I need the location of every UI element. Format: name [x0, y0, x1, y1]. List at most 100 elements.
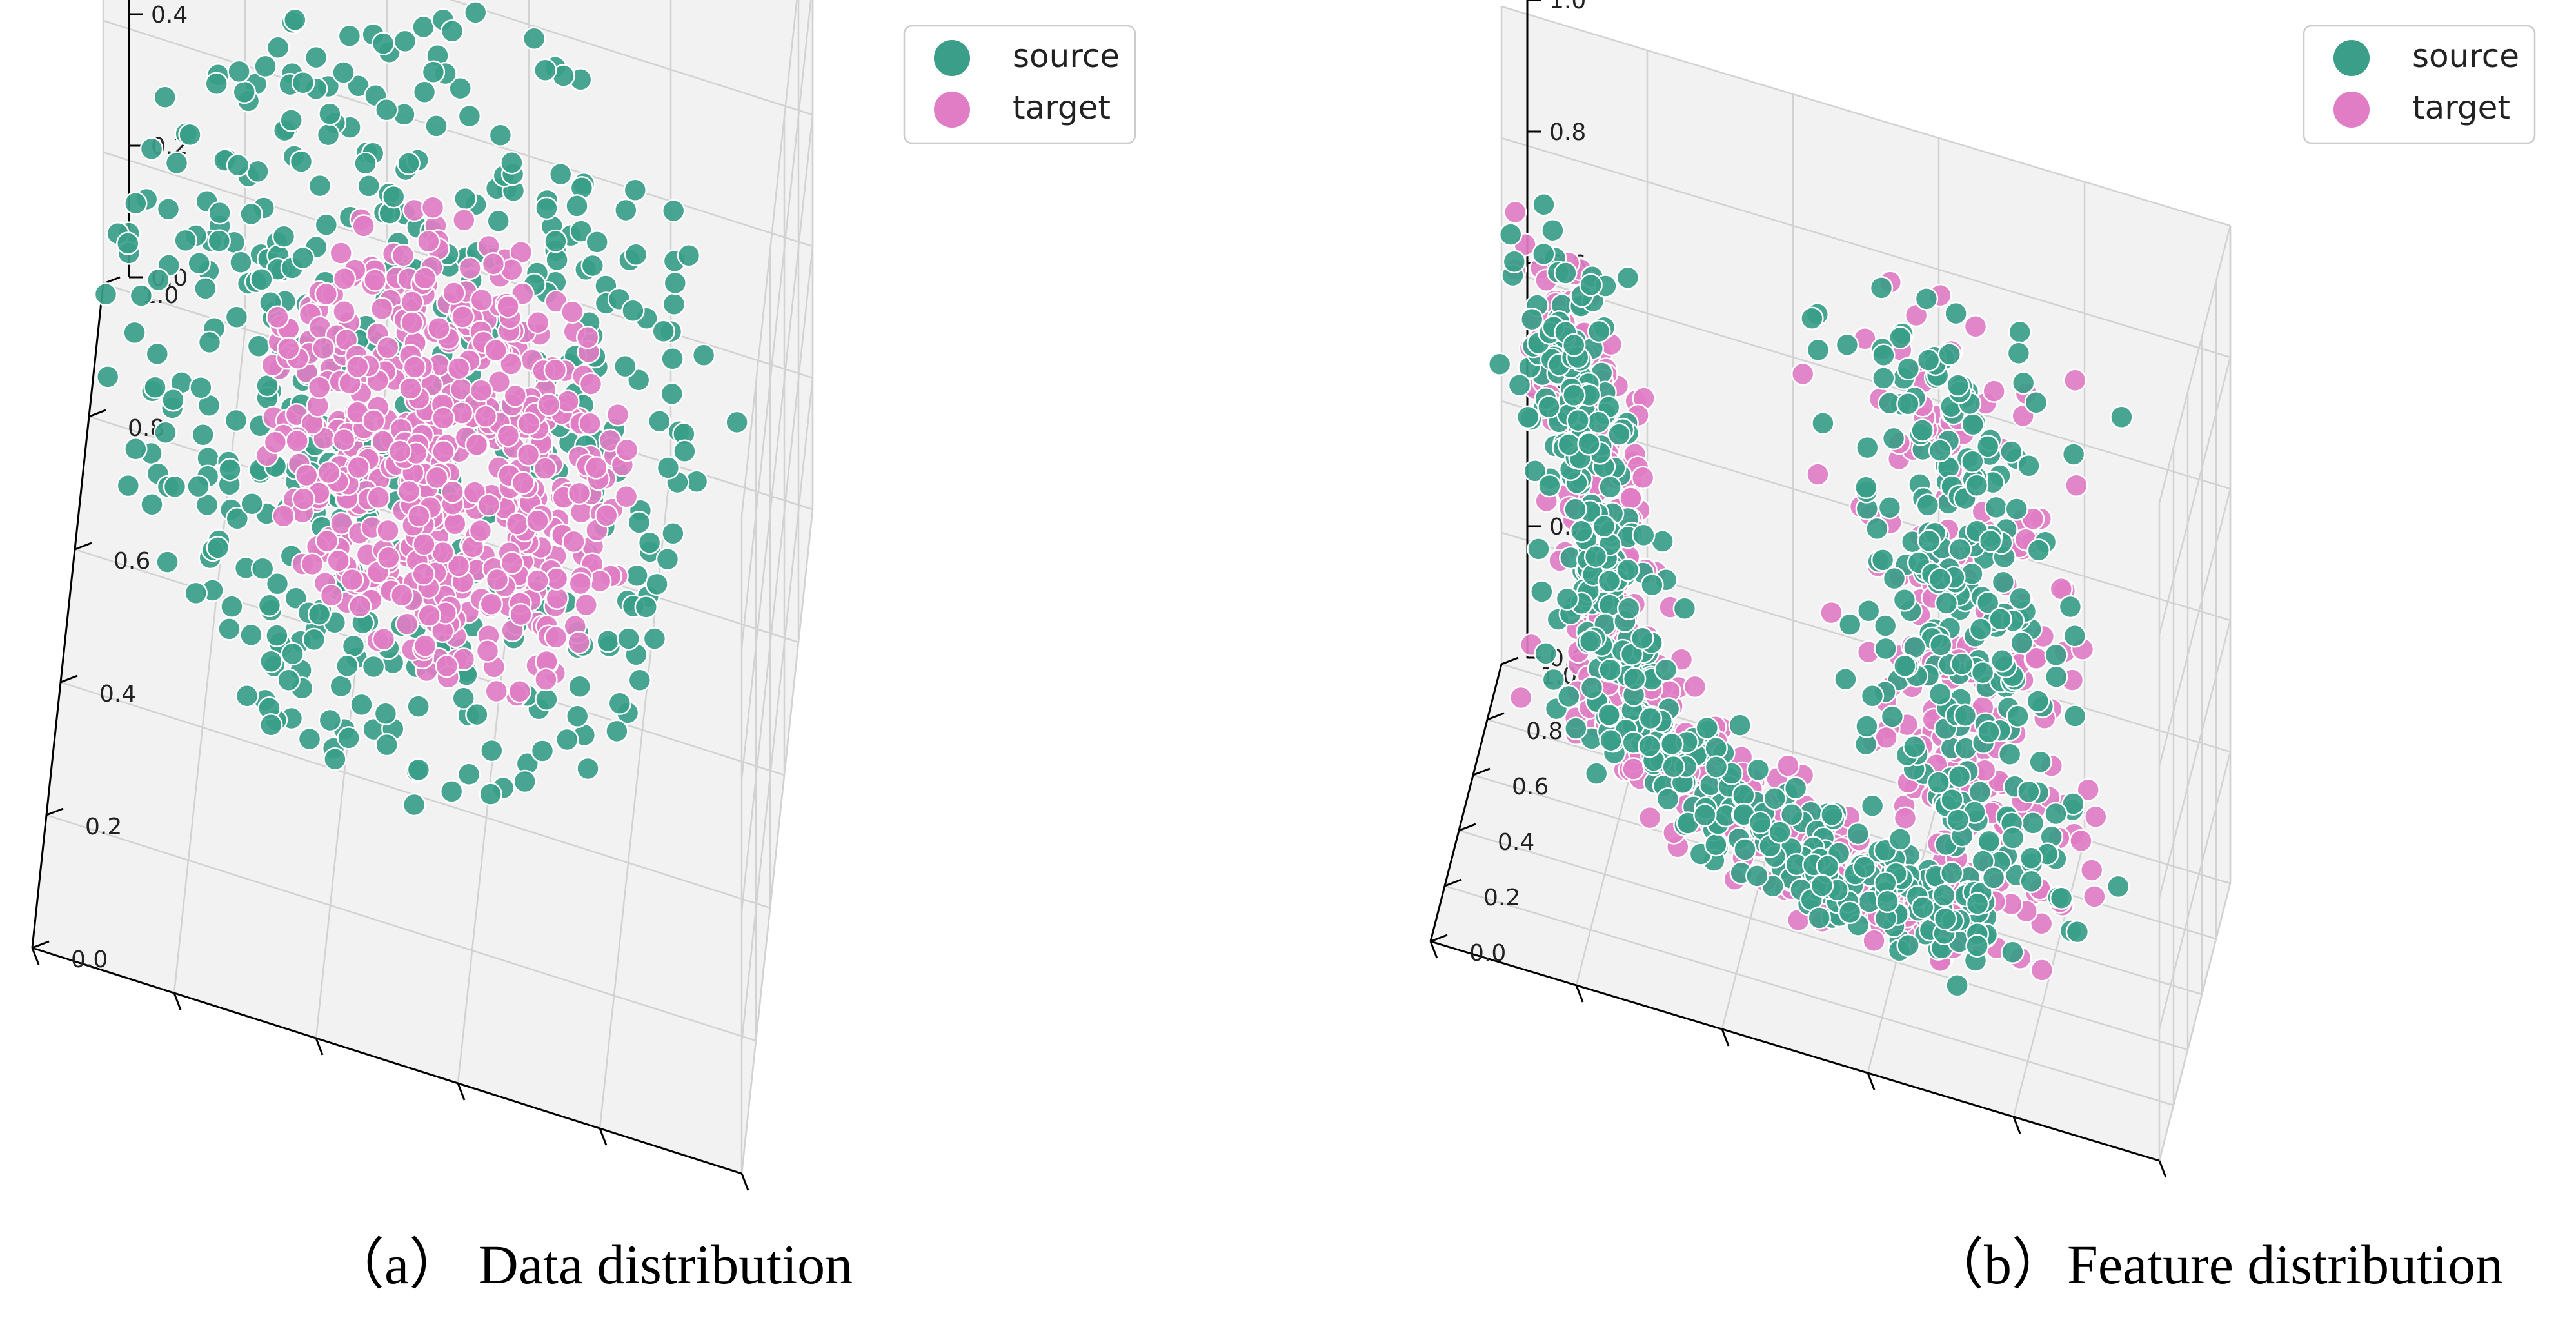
x-axis-line	[32, 947, 742, 1175]
x-tick-mark	[1867, 1072, 1876, 1090]
scatter-point-target	[575, 325, 600, 349]
scatter-point-source	[624, 242, 648, 266]
y-tick-label: 0.0	[71, 947, 108, 973]
scatter-point-target	[458, 256, 482, 280]
scatter-point-source	[580, 253, 605, 278]
scatter-point-source	[1873, 614, 1897, 638]
scatter-point-target	[533, 457, 557, 480]
scatter-point-source	[1934, 591, 1959, 615]
scatter-point-source	[1928, 567, 1952, 591]
scatter-point-target	[300, 552, 324, 576]
scatter-point-source	[2017, 780, 2041, 804]
grid-line	[1501, 137, 2231, 359]
scatter-point-source	[357, 174, 381, 198]
scatter-point-source	[2061, 792, 2085, 816]
scatter-point-source	[1630, 626, 1654, 650]
scatter-point-source	[655, 547, 680, 571]
scatter-point-target	[567, 481, 591, 506]
scatter-point-source	[1578, 629, 1603, 653]
x-tick-mark	[599, 1128, 608, 1146]
y-tick-mark	[88, 409, 106, 418]
scatter-point-source	[240, 492, 264, 516]
scatter-point-target	[469, 379, 493, 402]
scatter-point-source	[289, 150, 313, 173]
scatter-point-source	[161, 388, 185, 412]
scatter-point-source	[1928, 682, 1952, 706]
scatter-point-source	[1520, 307, 1544, 331]
scatter-point-source	[2110, 405, 2134, 429]
scatter-point-source	[206, 536, 230, 560]
scatter-point-target	[1509, 685, 1533, 710]
scatter-point-source	[250, 267, 273, 291]
scatter-point-source	[1976, 435, 2000, 458]
scatter-point-source	[95, 365, 120, 389]
legend-target-label: target	[2412, 89, 2510, 126]
scatter-point-source	[297, 727, 322, 751]
scatter-point-source	[625, 564, 649, 587]
scatter-point-source	[1968, 780, 1992, 804]
scatter-point-source	[453, 186, 477, 211]
scatter-point-target	[475, 639, 500, 663]
y-tick-mark	[1458, 823, 1476, 832]
scatter-point-target	[362, 409, 386, 433]
scatter-point-target	[2083, 885, 2106, 909]
scatter-point-source	[1527, 537, 1551, 561]
scatter-point-source	[1997, 742, 2022, 766]
scatter-point-target	[470, 288, 494, 312]
scatter-point-source	[555, 727, 579, 752]
scatter-point-source	[513, 769, 537, 794]
scatter-point-source	[164, 151, 189, 175]
scatter-point-target	[390, 583, 414, 607]
grid-line	[740, 246, 814, 911]
scatter-point-source	[1882, 566, 1907, 591]
scatter-point-source	[480, 738, 504, 763]
grid-line	[1501, 5, 2231, 227]
scatter-point-source	[218, 458, 242, 482]
scatter-point-source	[1733, 838, 1757, 861]
scatter-point-source	[1999, 440, 2023, 464]
scatter-point-source	[187, 251, 211, 275]
scatter-point-source	[1872, 343, 1896, 368]
scatter-point-source	[662, 292, 686, 317]
legend-source-label: source	[2412, 37, 2519, 75]
scatter-point-source	[637, 531, 662, 555]
grid-line	[2158, 620, 2232, 898]
x-tick-mark	[2158, 1160, 2167, 1178]
scatter-point-source	[1579, 273, 1603, 297]
scatter-point-source	[318, 708, 342, 733]
scatter-point-source	[1800, 306, 1824, 331]
scatter-point-source	[1917, 529, 1941, 553]
scatter-point-source	[1944, 301, 1968, 326]
scatter-point-source	[544, 229, 568, 253]
scatter-point-source	[1632, 523, 1656, 547]
scatter-point-source	[178, 123, 202, 147]
legend-target-marker	[933, 90, 971, 129]
scatter-point-source	[1916, 348, 1941, 372]
scatter-point-source	[1888, 326, 1912, 349]
scatter-point-target	[312, 336, 335, 360]
scatter-point-target	[1874, 725, 1898, 750]
scatter-point-target	[560, 300, 584, 324]
scatter-point-target	[370, 297, 394, 321]
scatter-point-target	[277, 337, 301, 360]
scatter-point-source	[642, 627, 667, 651]
scatter-point-source	[1541, 218, 1565, 242]
scatter-point-source	[1939, 861, 1964, 885]
scatter-point-target	[2084, 805, 2108, 829]
scatter-point-source	[486, 209, 510, 233]
scatter-point-source	[1748, 811, 1772, 834]
grid-line	[1501, 268, 2231, 490]
scatter-point-source	[257, 593, 282, 618]
grid-line	[740, 114, 814, 780]
scatter-point-source	[677, 243, 701, 268]
scatter-point-source	[337, 24, 362, 48]
scatter-point-source	[375, 97, 399, 122]
scatter-point-target	[484, 679, 508, 703]
scatter-point-source	[1946, 373, 1970, 397]
scatter-point-source	[316, 123, 341, 147]
scatter-point-source	[440, 19, 464, 43]
legend-target-label: target	[1013, 89, 1111, 126]
scatter-point-target	[578, 411, 602, 436]
scatter-point-source	[308, 173, 332, 198]
